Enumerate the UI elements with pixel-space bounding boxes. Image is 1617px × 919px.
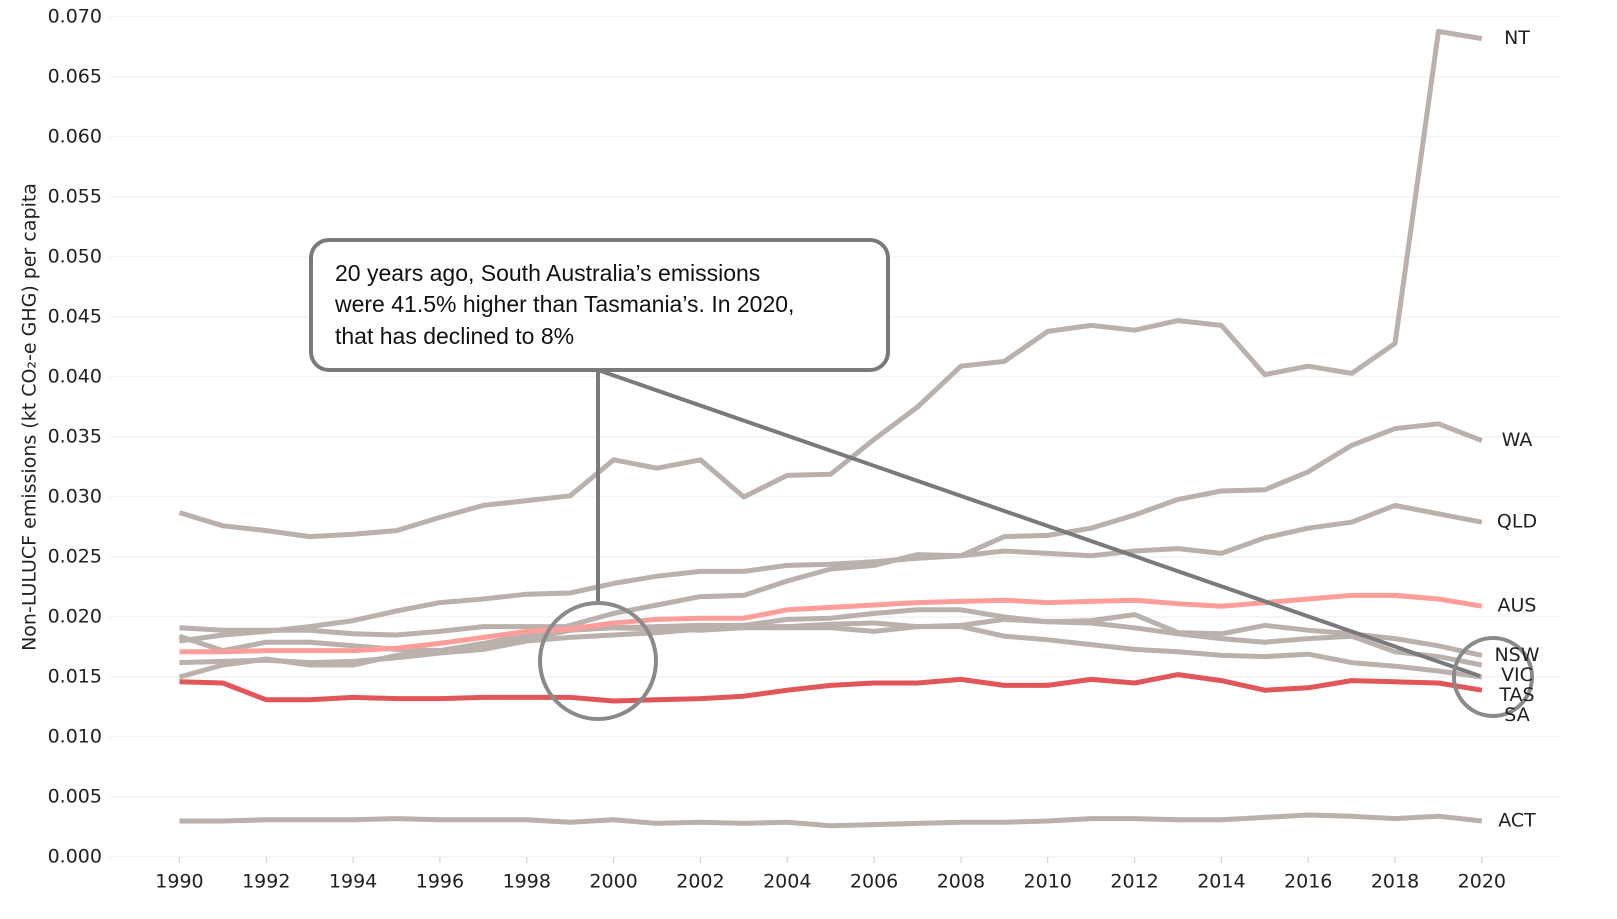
y-tick-label: 0.035 (48, 426, 102, 448)
x-tick-label: 2002 (676, 871, 724, 893)
x-tick-label: 1992 (242, 871, 290, 893)
annotation-line: that has declined to 8% (335, 323, 574, 349)
callout-box (309, 238, 890, 372)
y-tick-label: 0.005 (48, 786, 102, 808)
x-tick-label: 1994 (329, 871, 377, 893)
lines (178, 28, 1483, 829)
x-tick-label: 2000 (589, 871, 637, 893)
x-tick-label: 2008 (937, 871, 985, 893)
y-tick-label: 0.045 (48, 306, 102, 328)
grid (110, 16, 1560, 863)
callout-connector (597, 368, 1481, 678)
y-tick-label: 0.065 (48, 66, 102, 88)
y-tick-label: 0.050 (48, 246, 102, 268)
x-tick-label: 2014 (1197, 871, 1245, 893)
series-line (179, 620, 1483, 680)
x-tick-label: 2006 (850, 871, 898, 893)
y-tick-label: 0.020 (48, 606, 102, 628)
y-tick-label: 0.015 (48, 666, 102, 688)
x-tick-label: 2004 (763, 871, 811, 893)
series-label: ACT (1498, 810, 1536, 832)
series-label: AUS (1498, 595, 1537, 617)
y-tick-label: 0.025 (48, 546, 102, 568)
series-label: NSW (1494, 644, 1539, 666)
y-axis-title: Non-LULUCF emissions (kt CO₂-e GHG) per … (19, 183, 41, 651)
y-tick-label: 0.010 (48, 726, 102, 748)
y-tick-label: 0.000 (48, 846, 102, 868)
x-tick-label: 1998 (503, 871, 551, 893)
y-tick-label: 0.040 (48, 366, 102, 388)
series-label: QLD (1497, 511, 1537, 533)
y-tick-label: 0.070 (48, 6, 102, 28)
series-label: VIC (1501, 664, 1533, 686)
highlight-circle (1452, 636, 1534, 718)
series-label: WA (1502, 429, 1533, 451)
series-label: NT (1504, 27, 1530, 49)
y-tick-label: 0.030 (48, 486, 102, 508)
x-tick-label: 1996 (416, 871, 464, 893)
highlight-circle (538, 601, 658, 721)
series-line (178, 28, 1483, 540)
y-tick-label: 0.060 (48, 126, 102, 148)
series-label: TAS (1498, 684, 1534, 706)
y-tick-label: 0.055 (48, 186, 102, 208)
series-label: SA (1504, 704, 1529, 726)
series-line (179, 502, 1483, 644)
x-tick-label: 2016 (1284, 871, 1332, 893)
series-line (179, 812, 1483, 829)
series-line (179, 612, 1483, 658)
series-line (179, 672, 1483, 704)
x-tick-label: 2020 (1458, 871, 1506, 893)
x-tick-label: 2018 (1371, 871, 1419, 893)
callout: 20 years ago, South Australia’s emission… (309, 238, 1534, 721)
annotation-line: 20 years ago, South Australia’s emission… (335, 260, 760, 286)
x-tick-label: 2010 (1024, 871, 1072, 893)
annotation-line: were 41.5% higher than Tasmania’s. In 20… (334, 291, 794, 317)
x-tick-label: 1990 (155, 871, 203, 893)
x-tick-label: 2012 (1110, 871, 1158, 893)
